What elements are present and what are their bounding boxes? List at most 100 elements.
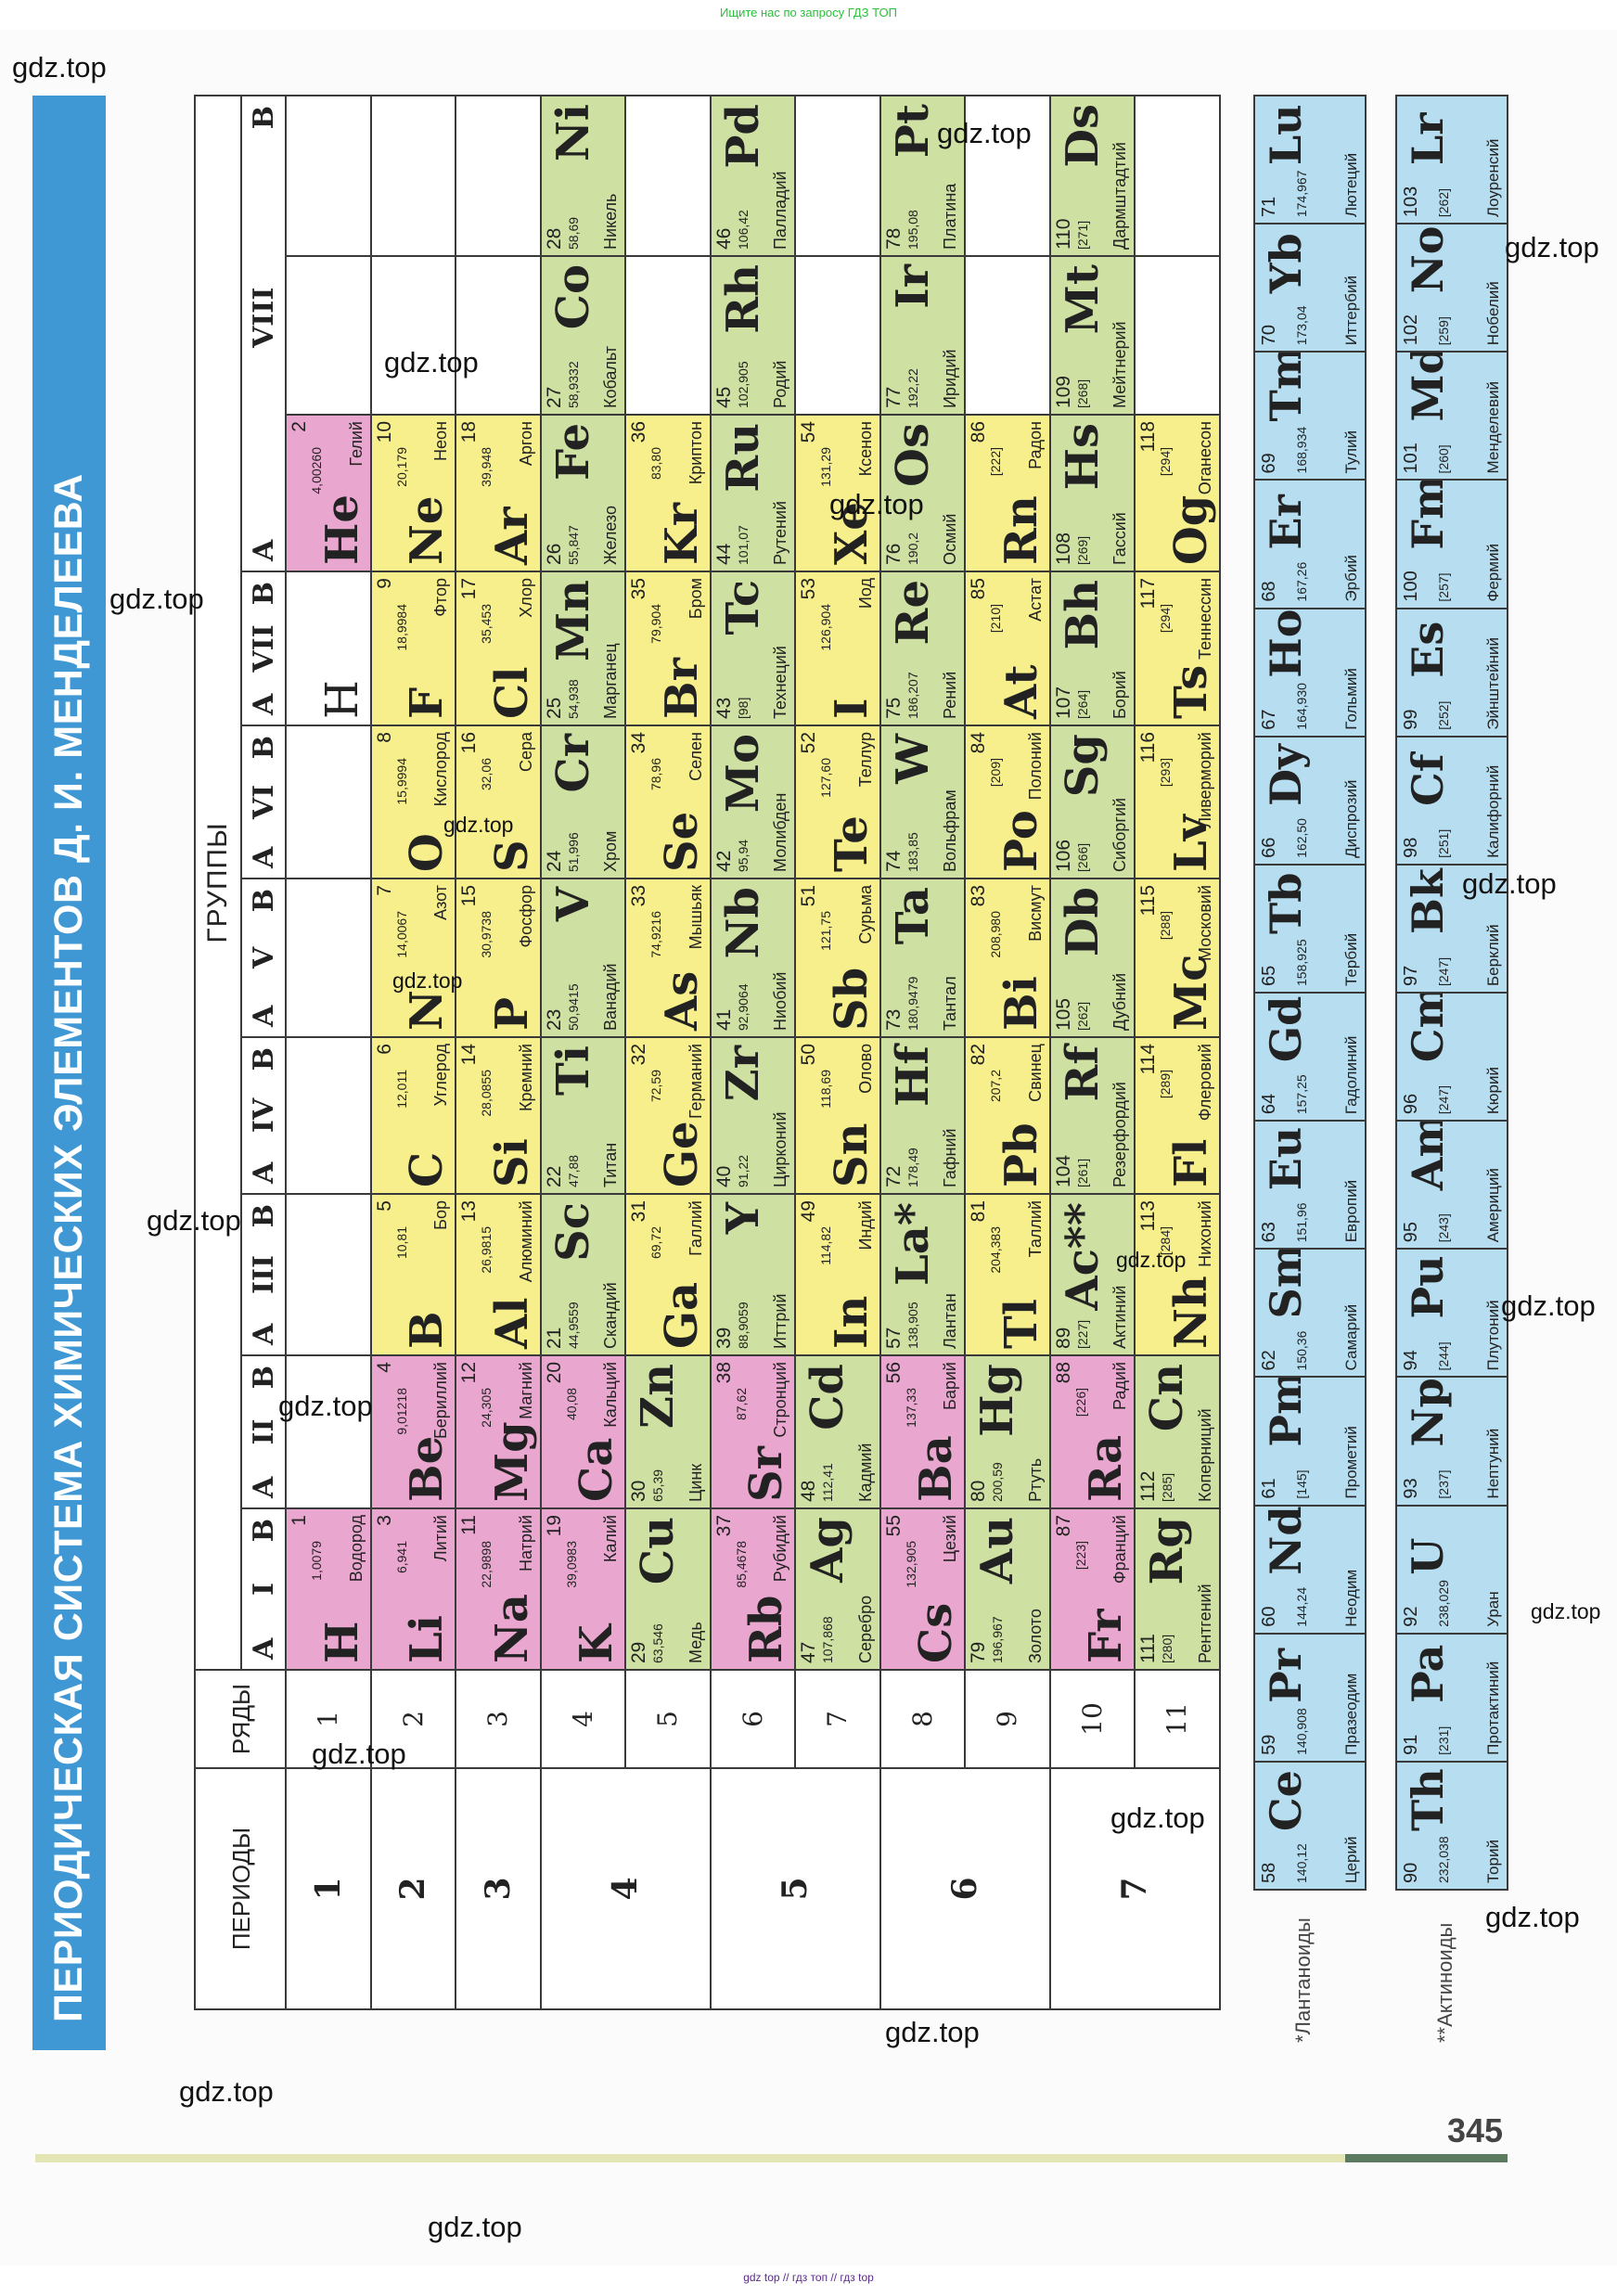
group-roman-numeral: V	[248, 946, 280, 969]
element-symbol: Hg	[971, 1364, 1023, 1437]
empty-cell	[369, 255, 456, 416]
element-name: Резерфордий	[1110, 1082, 1129, 1187]
element-name: Дармштадтий	[1110, 142, 1129, 250]
atomic-number: 33	[628, 885, 649, 907]
element-name: Флеровий	[1195, 1044, 1214, 1122]
element-cell: Ta 73 180,9479 Тантал	[879, 878, 966, 1038]
element-cell: Ag 47 107,868 Серебро	[794, 1507, 881, 1671]
atomic-mass: [257]	[1436, 572, 1451, 602]
atomic-mass: 32,06	[479, 758, 494, 791]
atomic-number: 34	[628, 732, 649, 754]
element-symbol: Fr	[1080, 1609, 1132, 1663]
group-header-VI: A VI B	[240, 725, 287, 879]
atomic-number: 77	[882, 386, 905, 408]
atomic-number: 46	[712, 227, 735, 250]
element-name: Актиний	[1110, 1285, 1129, 1349]
element-cell: Er 68 167,26 Эрбий	[1253, 479, 1367, 609]
element-cell: Rh 45 102,905 Родий	[709, 255, 796, 416]
element-name: Эйнштейний	[1484, 637, 1502, 730]
element-name: Теллур	[855, 732, 875, 788]
row-number-cell: 4	[539, 1669, 626, 1769]
atomic-mass: 44,9559	[565, 1302, 581, 1349]
atomic-mass: 39,948	[479, 447, 494, 487]
atomic-mass: 87,62	[733, 1388, 749, 1421]
element-symbol: Li	[401, 1615, 453, 1663]
element-name: Неон	[431, 421, 450, 461]
element-cell: Lu 71 174,967 Лютеций	[1253, 95, 1367, 225]
atomic-mass: 140,908	[1294, 1708, 1309, 1755]
element-symbol: Eu	[1261, 1126, 1311, 1191]
element-cell: Mc 115 [288] Московий	[1134, 878, 1221, 1038]
element-name: Иттрий	[771, 1293, 789, 1349]
element-name: Ртуть	[1025, 1457, 1045, 1502]
element-name: Радон	[1025, 421, 1045, 469]
periodic-table: ПЕРИОДЫ РЯДЫ ГРУППЫ A I B A II B A III B A IV B A V B A VI B…	[194, 95, 1221, 2010]
element-symbol: K	[571, 1624, 622, 1663]
atomic-mass: 157,25	[1294, 1074, 1309, 1115]
element-cell: Ne 10 20,179 Неон	[369, 414, 456, 572]
element-name: Мышьяк	[686, 885, 705, 950]
element-cell: Cm 96 [247] Кюрий	[1395, 992, 1508, 1122]
atomic-mass: 51,996	[565, 832, 581, 872]
atomic-number: 107	[1052, 686, 1074, 719]
atomic-mass: 79,904	[648, 604, 663, 644]
element-symbol: Fe	[546, 423, 599, 481]
empty-cell	[285, 1036, 372, 1195]
element-cell: Yb 70 173,04 Иттербий	[1253, 223, 1367, 353]
element-name: Неодим	[1342, 1569, 1360, 1627]
watermark-text: gdz.top	[829, 488, 924, 520]
element-symbol: Ge	[655, 1121, 708, 1187]
element-cell: Cu 29 63,546 Медь	[624, 1507, 712, 1671]
atomic-mass: 35,453	[479, 604, 494, 644]
atomic-number: 40	[712, 1165, 735, 1187]
atomic-mass: 238,029	[1436, 1580, 1451, 1627]
watermark-text: gdz.top	[12, 51, 107, 83]
element-cell: Tc 43 [98] Технеций	[709, 571, 796, 726]
atomic-mass: 50,9415	[565, 983, 581, 1031]
atomic-number: 31	[628, 1200, 649, 1223]
empty-cell	[794, 95, 881, 257]
footer-rule	[35, 2154, 1345, 2162]
atomic-number: 43	[712, 697, 735, 719]
atomic-mass: 138,905	[905, 1302, 920, 1349]
atomic-number: 84	[968, 732, 989, 754]
subgroup-b-label: B	[248, 582, 280, 606]
element-name: Алюминий	[516, 1200, 535, 1283]
element-symbol: Fm	[1403, 479, 1453, 550]
element-symbol: Np	[1403, 1378, 1453, 1447]
atomic-number: 23	[543, 1008, 565, 1031]
subgroup-b-label: B	[248, 1047, 280, 1071]
element-symbol: Pm	[1261, 1376, 1311, 1447]
group-roman-numeral: III	[248, 1254, 280, 1295]
element-name: Цинк	[686, 1463, 705, 1502]
atomic-number: 76	[882, 543, 905, 565]
element-cell: Cd 48 112,41 Кадмий	[794, 1354, 881, 1509]
element-name: Родий	[771, 360, 789, 408]
footer-rule-accent	[1345, 2154, 1508, 2162]
element-cell: Hf 72 178,49 Гафний	[879, 1036, 966, 1195]
element-symbol: Bh	[1056, 580, 1109, 650]
element-cell: B 5 10,81 Бор	[369, 1193, 456, 1356]
atomic-number: 103	[1401, 186, 1421, 218]
element-cell: W 74 183,85 Вольфрам	[879, 725, 966, 879]
atomic-number: 51	[798, 885, 819, 907]
element-cell: La* 57 138,905 Лантан	[879, 1193, 966, 1356]
atomic-number: 14	[458, 1044, 480, 1066]
element-symbol: S	[485, 840, 538, 872]
element-name: Бром	[686, 578, 705, 620]
element-name: Аргон	[516, 421, 535, 467]
element-name: Калий	[601, 1515, 620, 1563]
element-cell: Pm 61 [145] Прометий	[1253, 1376, 1367, 1507]
atomic-mass: [271]	[1074, 220, 1090, 250]
atomic-mass: [247]	[1436, 1085, 1451, 1115]
element-name: Иридий	[941, 349, 959, 408]
atomic-mass: 150,36	[1294, 1330, 1309, 1371]
element-name: Магний	[516, 1362, 535, 1419]
watermark-text: gdz.top	[1501, 1289, 1596, 1322]
atomic-number: 49	[798, 1200, 819, 1223]
element-cell: Fm 100 [257] Фермий	[1395, 479, 1508, 609]
f-block-table: *Лантаноиды Ce 58 140,12 Церий Pr 59 140,908 Пра…	[1253, 95, 1508, 2050]
element-name: Мейтнерий	[1110, 321, 1129, 408]
element-cell: Gd 64 157,25 Гадолиний	[1253, 992, 1367, 1122]
watermark-text: gdz.top	[384, 346, 479, 378]
